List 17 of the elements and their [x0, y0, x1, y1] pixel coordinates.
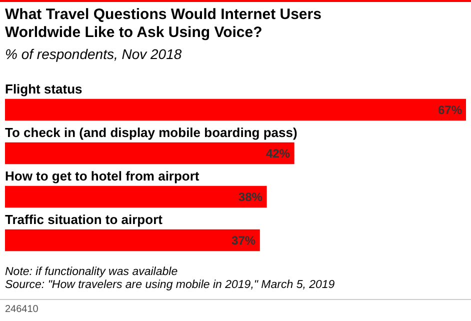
y-tick-label: How to get to hotel from airport [5, 168, 200, 184]
data-label: 38% [238, 190, 263, 204]
chart-subtitle: % of respondents, Nov 2018 [5, 46, 182, 62]
data-label: 37% [232, 234, 256, 248]
bar [5, 142, 294, 164]
y-tick-label: Traffic situation to airport [5, 212, 164, 227]
text: 246410 [5, 304, 38, 315]
bar [5, 98, 466, 121]
data-label: 42% [266, 146, 290, 161]
chart-title: What Travel Questions Would Internet Users Worldwide Like to Ask Using Voice? [5, 6, 322, 42]
y-tick-label: To check in (and display mobile boarding pass) [5, 124, 298, 140]
y-tick-label: Flight status [5, 81, 82, 96]
data-label: 67% [438, 103, 462, 118]
source-note: Source: "How travelers are using mobile in 2019," March 5, 2019 [5, 279, 335, 292]
text: Note: if functionality was available [5, 266, 179, 279]
bar [5, 186, 267, 208]
bar [5, 229, 260, 252]
